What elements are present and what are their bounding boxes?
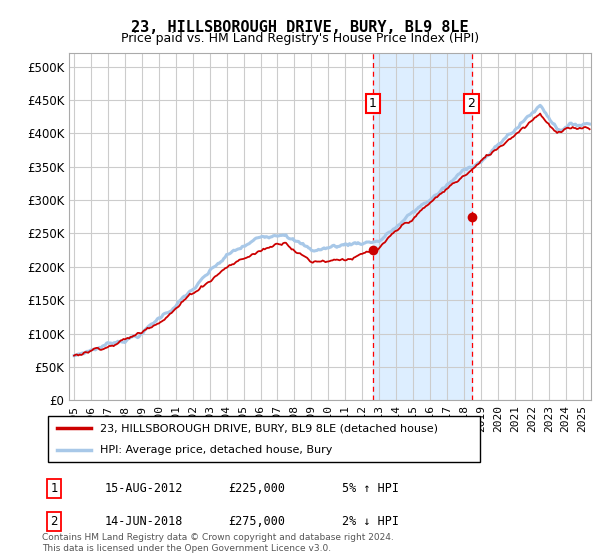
Text: 23, HILLSBOROUGH DRIVE, BURY, BL9 8LE: 23, HILLSBOROUGH DRIVE, BURY, BL9 8LE: [131, 20, 469, 35]
Text: 14-JUN-2018: 14-JUN-2018: [105, 515, 184, 529]
Text: 1: 1: [50, 482, 58, 495]
Text: £275,000: £275,000: [228, 515, 285, 529]
Text: 2: 2: [467, 97, 475, 110]
Text: 1: 1: [369, 97, 377, 110]
Bar: [373, 53, 472, 400]
Text: 2% ↓ HPI: 2% ↓ HPI: [342, 515, 399, 529]
Text: Price paid vs. HM Land Registry's House Price Index (HPI): Price paid vs. HM Land Registry's House …: [121, 32, 479, 45]
Text: 2: 2: [50, 515, 58, 529]
FancyBboxPatch shape: [48, 416, 480, 462]
Text: Contains HM Land Registry data © Crown copyright and database right 2024.
This d: Contains HM Land Registry data © Crown c…: [42, 533, 394, 553]
Text: 15-AUG-2012: 15-AUG-2012: [105, 482, 184, 495]
Text: £225,000: £225,000: [228, 482, 285, 495]
Text: HPI: Average price, detached house, Bury: HPI: Average price, detached house, Bury: [100, 445, 332, 455]
Text: 5% ↑ HPI: 5% ↑ HPI: [342, 482, 399, 495]
Text: 23, HILLSBOROUGH DRIVE, BURY, BL9 8LE (detached house): 23, HILLSBOROUGH DRIVE, BURY, BL9 8LE (d…: [100, 423, 438, 433]
